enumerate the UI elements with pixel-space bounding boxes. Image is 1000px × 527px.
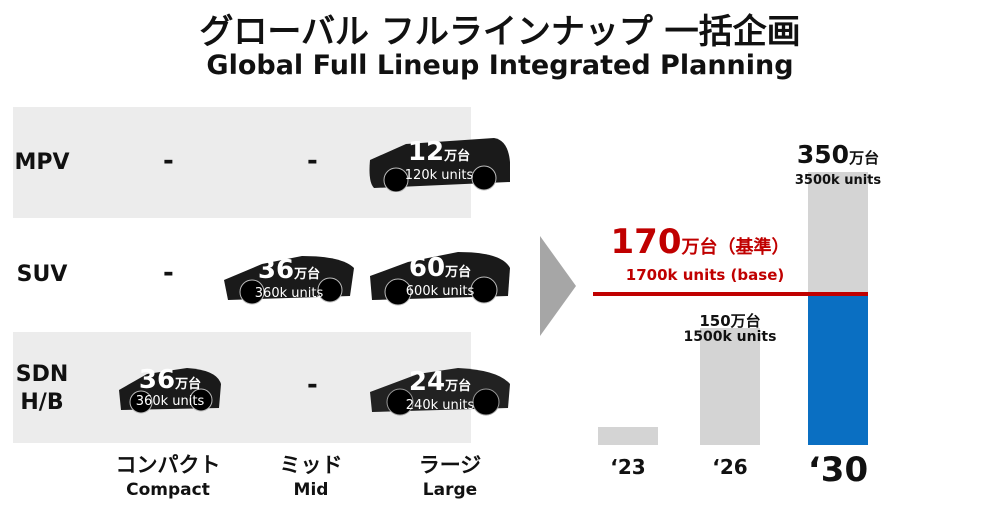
baseline-unit: 万台 xyxy=(681,237,718,258)
column-en: Mid xyxy=(293,480,329,500)
volume-value: 12 xyxy=(407,137,445,167)
x-tick-2030: ‘30 xyxy=(807,450,869,490)
volume-unit: 万台 xyxy=(175,377,202,392)
row-label-mpv: MPV xyxy=(14,150,70,175)
hatchback-icon xyxy=(119,368,221,414)
empty-cell: - xyxy=(163,258,174,288)
baseline-value: 170 xyxy=(610,222,682,262)
column-jp: コンパクト xyxy=(115,453,221,477)
column-compact: コンパクト Compact xyxy=(98,452,238,502)
volume-value: 60 xyxy=(408,253,446,283)
column-en: Large xyxy=(422,480,478,500)
volume-en: 120k units xyxy=(404,168,474,183)
row-label-sdn: SDN xyxy=(15,362,69,387)
car-suv-large: 60万台 600k units xyxy=(368,248,512,306)
x-tick-2023: ‘23 xyxy=(610,455,646,479)
column-jp: ラージ xyxy=(418,453,482,477)
sedan-icon xyxy=(370,368,510,416)
volume-value: 36 xyxy=(257,255,295,285)
bar-value: 350 xyxy=(796,140,850,169)
baseline-line xyxy=(593,292,868,296)
title-english: Global Full Lineup Integrated Planning xyxy=(206,50,794,81)
baseline-note: （基準） xyxy=(717,237,790,258)
volume-en: 240k units xyxy=(405,398,475,413)
row-label-suv: SUV xyxy=(16,262,68,287)
empty-cell: - xyxy=(307,370,318,400)
volume-unit: 万台 xyxy=(445,265,472,280)
suv-icon xyxy=(370,252,510,306)
volume-unit: 万台 xyxy=(445,379,472,394)
column-jp: ミッド xyxy=(279,453,343,477)
bar-2026-label: 150万台 xyxy=(680,310,780,331)
title-japanese: グローバル フルラインナップ 一括企画 xyxy=(199,12,801,52)
bar-2030-en: 3500k units xyxy=(794,173,882,188)
column-en: Compact xyxy=(126,480,210,500)
volume-value: 36 xyxy=(138,365,176,395)
baseline-en: 1700k units (base) xyxy=(625,266,785,284)
empty-cell: - xyxy=(307,146,318,176)
volume-en: 360k units xyxy=(135,394,205,409)
volume-unit: 万台 xyxy=(444,149,471,164)
bar-2026-en: 1500k units xyxy=(683,329,777,345)
volume-value: 24 xyxy=(408,367,446,397)
row-label-hb: H/B xyxy=(20,390,64,415)
bar-unit: 万台 xyxy=(849,149,880,167)
empty-cell: - xyxy=(163,146,174,176)
bar-unit: 万台 xyxy=(730,312,761,330)
chevron-right-icon xyxy=(540,236,576,336)
car-hatchback-compact: 36万台 360k units xyxy=(117,364,223,414)
bar-2023 xyxy=(598,427,658,445)
column-large: ラージ Large xyxy=(380,452,520,502)
column-mid: ミッド Mid xyxy=(241,452,381,502)
bar-2026 xyxy=(700,328,760,445)
suv-icon xyxy=(224,256,354,305)
bar-2030-above-base xyxy=(808,295,868,445)
baseline-label: 170万台（基準） xyxy=(590,222,810,262)
bar-value: 150 xyxy=(699,312,731,330)
volume-en: 600k units xyxy=(405,284,475,299)
bar-2030-label: 350万台 xyxy=(778,140,898,169)
x-tick-2026: ‘26 xyxy=(712,455,748,479)
car-sedan-large: 24万台 240k units xyxy=(368,362,512,418)
car-suv-mid: 36万台 360k units xyxy=(222,250,356,306)
volume-en: 360k units xyxy=(254,286,324,301)
car-mpv-large: 12万台 120k units xyxy=(366,132,512,192)
volume-unit: 万台 xyxy=(294,267,321,282)
minivan-icon xyxy=(369,138,510,192)
